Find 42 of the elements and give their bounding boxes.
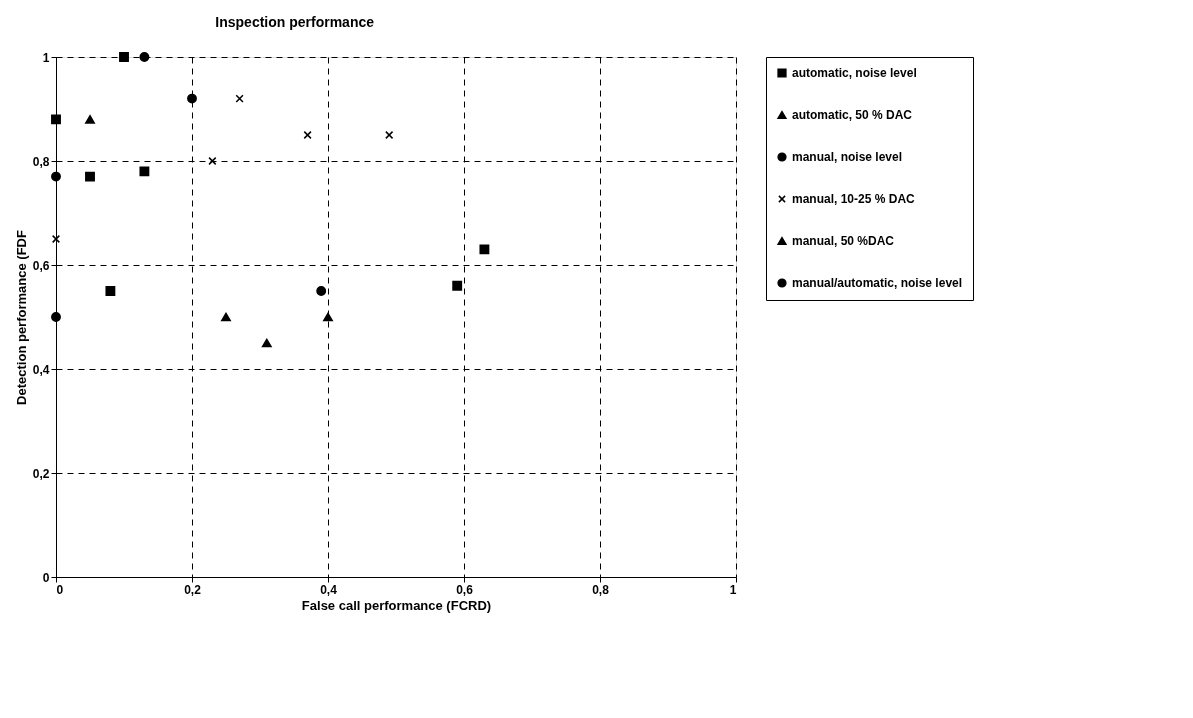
point	[452, 280, 463, 291]
point	[51, 234, 61, 244]
legend-label: manual, noise level	[792, 150, 903, 164]
point	[208, 156, 217, 166]
point	[139, 52, 150, 62]
y-tick-label: 0,8	[32, 154, 50, 169]
y-tick-label: 0,2	[32, 466, 50, 481]
legend-label: manual, 50 %DAC	[792, 234, 895, 248]
y-tick-label: 0,4	[32, 362, 50, 377]
point	[51, 114, 61, 125]
point	[51, 312, 61, 322]
point	[316, 286, 327, 296]
chart-title: Inspection performance	[215, 13, 375, 30]
y-tick-label: 1	[42, 50, 50, 65]
legend-label: manual, 10-25 % DAC	[792, 192, 916, 206]
x-axis-title: False call performance (FCRD)	[301, 597, 492, 613]
point	[105, 286, 116, 296]
point	[51, 171, 61, 182]
legend-label: manual/automatic, noise level	[792, 276, 963, 290]
point	[221, 312, 231, 322]
point	[85, 115, 95, 124]
legend-label: automatic, noise level	[792, 66, 917, 80]
point	[85, 171, 95, 182]
point	[119, 52, 129, 62]
x-tick-label: 0,4	[320, 582, 338, 597]
x-tick-label: 1	[729, 582, 737, 597]
y-tick-label: 0	[42, 570, 50, 585]
point	[139, 166, 150, 177]
x-tick-label: 0	[56, 582, 64, 597]
point	[323, 312, 333, 322]
point	[479, 244, 490, 255]
point	[303, 130, 312, 140]
x-tick-label: 0,8	[592, 582, 610, 597]
point	[385, 130, 394, 140]
x-tick-label: 0,2	[184, 582, 202, 597]
point	[235, 94, 244, 103]
point	[187, 93, 197, 104]
y-axis-title: Detection performance (FDF	[13, 230, 29, 405]
point	[261, 338, 272, 348]
y-tick-label: 0,6	[32, 258, 50, 273]
x-tick-label: 0,6	[456, 582, 474, 597]
legend-label: automatic, 50 % DAC	[792, 108, 913, 122]
